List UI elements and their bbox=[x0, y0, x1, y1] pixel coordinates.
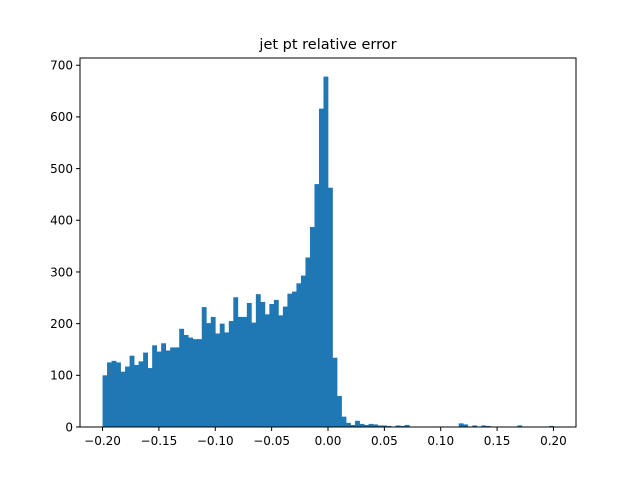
histogram-bar bbox=[355, 420, 360, 427]
histogram-bar bbox=[517, 425, 523, 427]
y-tick-label: 100 bbox=[50, 369, 73, 383]
x-tick-label: −0.10 bbox=[197, 434, 234, 448]
histogram-bar bbox=[386, 425, 392, 427]
histogram-bar bbox=[382, 425, 387, 427]
histogram-bar bbox=[377, 425, 383, 427]
histogram-bar bbox=[395, 425, 401, 427]
histogram-bar bbox=[111, 360, 117, 427]
histogram-bar bbox=[350, 424, 356, 427]
x-tick-label: −0.15 bbox=[141, 434, 178, 448]
histogram-bar bbox=[260, 301, 266, 427]
histogram-bar bbox=[328, 187, 333, 427]
y-tick-label: 300 bbox=[50, 265, 73, 279]
histogram-bar bbox=[282, 306, 288, 427]
histogram-bar bbox=[485, 425, 491, 427]
histogram-bar bbox=[237, 316, 243, 427]
histogram-bar bbox=[359, 423, 365, 427]
histogram-bar bbox=[170, 347, 176, 427]
histogram-bar bbox=[179, 328, 185, 427]
histogram-bar bbox=[197, 339, 203, 427]
x-tick-label: −0.05 bbox=[253, 434, 290, 448]
x-axis: −0.20 −0.15 −0.10 −0.05 0.00 0.05 0.10 0.15 0.20 bbox=[84, 427, 567, 448]
histogram-bar bbox=[134, 364, 139, 427]
x-tick-label: 0.00 bbox=[315, 434, 342, 448]
histogram-bar bbox=[120, 371, 126, 427]
histogram-bar bbox=[481, 425, 487, 427]
histogram-bar bbox=[548, 425, 554, 427]
x-tick-label: 0.05 bbox=[371, 434, 398, 448]
histogram-bar bbox=[161, 343, 167, 427]
histogram-bar bbox=[246, 302, 252, 427]
histogram-bar bbox=[102, 375, 108, 427]
histogram-bar bbox=[107, 362, 112, 427]
histogram-bar bbox=[337, 395, 342, 427]
histogram-bar bbox=[373, 424, 378, 427]
histogram-bar bbox=[318, 108, 324, 428]
histogram-bar bbox=[296, 283, 302, 427]
histogram-bar bbox=[174, 347, 180, 427]
histogram-bar bbox=[364, 424, 369, 427]
x-tick-label: −0.20 bbox=[84, 434, 121, 448]
histogram-bar bbox=[242, 316, 248, 427]
histogram-bar bbox=[346, 422, 351, 427]
histogram-bar bbox=[156, 351, 162, 427]
histogram-bar bbox=[309, 227, 315, 427]
chart-title: jet pt relative error bbox=[258, 37, 396, 53]
histogram-bar bbox=[291, 291, 297, 427]
histogram-bar bbox=[143, 352, 148, 427]
histogram-bar bbox=[138, 361, 144, 427]
y-tick-label: 700 bbox=[50, 59, 73, 73]
histogram-bar bbox=[314, 184, 320, 427]
histogram-bar bbox=[300, 275, 306, 427]
y-tick-label: 0 bbox=[65, 420, 73, 434]
histogram-bar bbox=[287, 293, 293, 427]
y-tick-label: 600 bbox=[50, 110, 73, 124]
histogram-bar bbox=[183, 335, 189, 427]
histogram-bar bbox=[269, 304, 275, 427]
histogram-bar bbox=[472, 425, 478, 427]
histogram-bar bbox=[341, 416, 347, 427]
histogram-bar bbox=[210, 316, 216, 427]
histogram-bar bbox=[129, 355, 135, 427]
histogram-bar bbox=[228, 321, 234, 427]
histogram-bar bbox=[264, 314, 270, 427]
histogram-bars bbox=[102, 76, 554, 428]
histogram-bar bbox=[201, 307, 207, 427]
histogram-bar bbox=[251, 322, 257, 427]
histogram-bar bbox=[192, 339, 198, 427]
plot-frame bbox=[79, 57, 577, 428]
histogram-bar bbox=[147, 368, 153, 427]
histogram-bar bbox=[273, 299, 279, 427]
histogram-bar bbox=[152, 345, 158, 427]
histogram-bar bbox=[206, 323, 212, 427]
histogram-bar bbox=[305, 257, 311, 427]
histogram-bar bbox=[255, 294, 261, 427]
histogram-bar bbox=[116, 362, 121, 427]
histogram-bar bbox=[224, 332, 230, 427]
histogram-bar bbox=[165, 350, 171, 427]
y-tick-label: 500 bbox=[50, 162, 73, 176]
histogram-bar bbox=[219, 323, 225, 427]
histogram-bar bbox=[368, 423, 374, 427]
histogram-bar bbox=[233, 297, 239, 427]
y-tick-label: 400 bbox=[50, 214, 73, 228]
histogram-bar bbox=[188, 337, 194, 427]
histogram-bar bbox=[323, 76, 329, 428]
histogram-bar bbox=[404, 424, 410, 427]
x-tick-label: 0.15 bbox=[484, 434, 511, 448]
y-axis: 0 100 200 300 400 500 600 700 bbox=[50, 59, 80, 434]
histogram-bar bbox=[458, 423, 464, 427]
x-tick-label: 0.20 bbox=[540, 434, 567, 448]
histogram-bar bbox=[125, 366, 130, 427]
x-tick-label: 0.10 bbox=[427, 434, 454, 448]
histogram-bar bbox=[400, 425, 406, 427]
histogram-bar bbox=[332, 357, 338, 427]
y-tick-label: 200 bbox=[50, 317, 73, 331]
histogram-bar bbox=[463, 424, 469, 427]
histogram-bar bbox=[278, 315, 284, 427]
histogram-bar bbox=[215, 333, 221, 427]
